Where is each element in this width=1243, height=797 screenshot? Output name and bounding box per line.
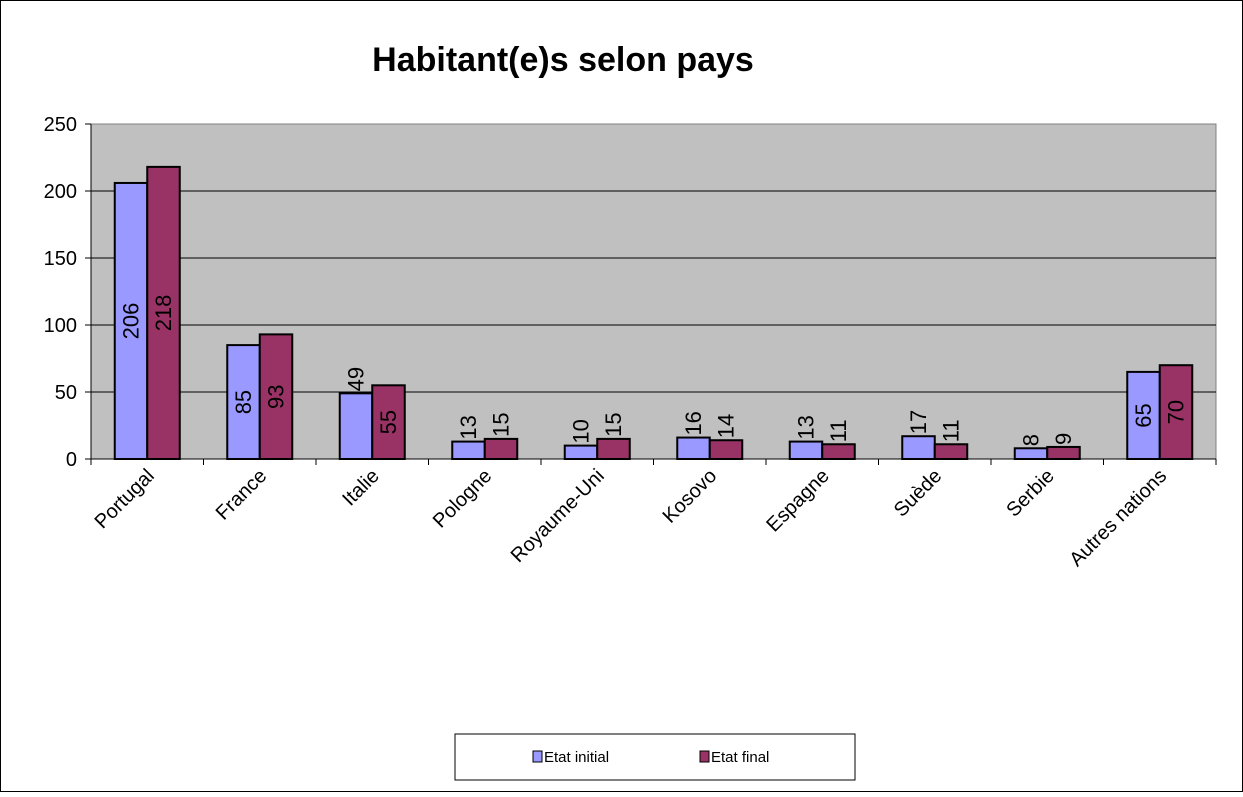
bar-etat-initial: [113, 181, 149, 461]
bar-etat-final: [596, 437, 631, 460]
bar-etat-final: [483, 437, 519, 460]
data-label: 70: [1164, 400, 1189, 424]
bars: [113, 165, 1194, 461]
legend-swatch: [699, 750, 710, 763]
data-label: 13: [456, 415, 481, 439]
data-label: 17: [906, 410, 931, 434]
bar-etat-initial: [676, 436, 711, 460]
y-axis: 0 50 100 150 200 250: [44, 114, 92, 471]
data-label: 55: [376, 410, 401, 434]
bar-etat-initial: [788, 440, 824, 460]
data-label: 49: [344, 367, 369, 391]
data-label: 16: [681, 411, 706, 435]
legend-swatch: [532, 750, 543, 763]
legend-label: Etat final: [711, 749, 769, 766]
bar-etat-final: [1158, 364, 1194, 461]
data-labels: 206 85 49 13 10 16 13 17 8 65 218 93 55 15 15 14 11 11 9 70: [119, 295, 1189, 447]
bar-etat-final: [371, 384, 406, 460]
data-label: 8: [1019, 434, 1044, 446]
bar-etat-initial: [1013, 447, 1049, 460]
data-label: 218: [151, 295, 176, 332]
bar-etat-initial: [1126, 370, 1161, 460]
legend: Etat initial Etat final: [454, 733, 856, 781]
chart-title: Habitant(e)s selon pays: [372, 41, 754, 79]
y-tick-label: 150: [44, 248, 77, 270]
bar-etat-final: [821, 443, 856, 461]
data-label: 15: [601, 412, 626, 436]
data-label: 15: [489, 412, 514, 436]
y-tick-label: 0: [66, 449, 77, 471]
data-label: 9: [1051, 433, 1076, 445]
bar-etat-initial: [451, 440, 486, 460]
bar-etat-final: [1046, 445, 1081, 461]
bar-etat-final: [708, 439, 744, 460]
legend-box: [454, 733, 856, 781]
data-label: 11: [826, 419, 851, 442]
y-tick-label: 50: [55, 382, 77, 404]
data-label: 93: [264, 384, 289, 408]
data-label: 13: [794, 415, 819, 439]
data-label: 11: [939, 419, 964, 442]
y-tick-label: 200: [44, 181, 77, 203]
bar-etat-final: [146, 165, 181, 460]
bar-etat-final: [933, 443, 969, 461]
bar-etat-initial: [226, 344, 261, 461]
data-label: 10: [569, 419, 594, 443]
bar-etat-initial: [901, 435, 936, 461]
bar-etat-initial: [338, 392, 374, 460]
bar-etat-initial: [563, 444, 599, 461]
data-label: 14: [714, 414, 739, 438]
data-label: 85: [231, 390, 256, 414]
bar-etat-final: [258, 333, 294, 461]
legend-label: Etat initial: [544, 749, 609, 766]
data-label: 65: [1131, 403, 1156, 427]
y-tick-label: 250: [44, 114, 77, 136]
y-tick-label: 100: [44, 315, 77, 337]
data-label: 206: [119, 303, 144, 340]
